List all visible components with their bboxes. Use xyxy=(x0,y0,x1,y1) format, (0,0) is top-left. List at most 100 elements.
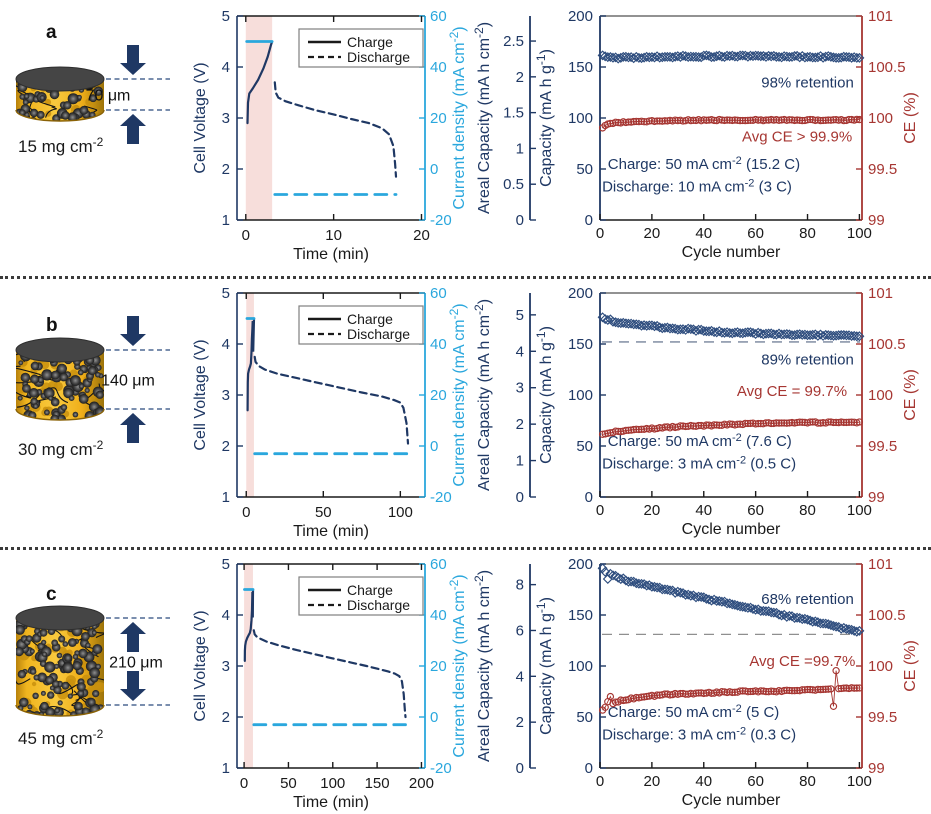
svg-text:-20: -20 xyxy=(430,489,452,506)
mass-loading-label: 45 mg cm-2 xyxy=(18,727,104,748)
svg-text:0.5: 0.5 xyxy=(503,176,524,193)
svg-text:60: 60 xyxy=(430,8,447,25)
annotation-navy: Discharge: 10 mA cm-2 (3 C) xyxy=(602,177,792,195)
svg-text:4: 4 xyxy=(222,336,230,353)
svg-text:200: 200 xyxy=(568,8,593,25)
svg-text:1: 1 xyxy=(516,453,524,470)
svg-text:3: 3 xyxy=(222,387,230,404)
legend-charge-label: Charge xyxy=(347,34,393,50)
svg-text:60: 60 xyxy=(747,225,764,242)
charge-step-shading xyxy=(246,293,254,497)
svg-text:60: 60 xyxy=(747,773,764,790)
electrode-schematic-b: 140 μm 30 mg cm-2 xyxy=(15,316,170,459)
svg-text:99.5: 99.5 xyxy=(868,709,897,726)
ce-axis-label: CE (%) xyxy=(902,92,919,144)
svg-text:20: 20 xyxy=(644,773,661,790)
row-separator-1 xyxy=(0,276,931,279)
svg-text:20: 20 xyxy=(413,227,430,244)
svg-text:0: 0 xyxy=(596,502,604,519)
cycle-axis-label: Cycle number xyxy=(682,521,781,538)
electrode-top-face xyxy=(15,66,105,92)
svg-text:100: 100 xyxy=(568,658,593,675)
svg-text:100: 100 xyxy=(847,773,872,790)
svg-text:99: 99 xyxy=(868,489,885,506)
cycle-axis-label: Cycle number xyxy=(682,792,781,809)
svg-text:50: 50 xyxy=(315,504,332,521)
electrode-top-face xyxy=(15,337,105,363)
annotation-red: Avg CE = 99.7% xyxy=(737,383,847,400)
svg-text:2.5: 2.5 xyxy=(503,33,524,50)
panel-b: 140 μm 30 mg cm-2 1 2 3 4 5 -20 0 20 40 60 0 50 100 Cel… xyxy=(0,277,931,548)
areal-capacity-axis-label: Areal Capacity (mA h cm-2) xyxy=(472,22,493,214)
svg-text:20: 20 xyxy=(644,502,661,519)
svg-text:200: 200 xyxy=(409,775,434,792)
panel-a: 70 μm 15 mg cm-2 1 2 3 4 5 -20 0 20 40 60 0 10 20 Cell … xyxy=(0,0,931,277)
charge-voltage-curve xyxy=(243,588,255,662)
svg-text:150: 150 xyxy=(568,59,593,76)
areal-capacity-axis: 0 1 2 3 4 5 Areal Capacity (mA h cm-2) xyxy=(472,293,536,506)
row-separator-2 xyxy=(0,547,931,550)
svg-text:0: 0 xyxy=(430,438,438,455)
time-axis-label: Time (min) xyxy=(293,246,369,263)
current-axis-label: Current density (mA cm-2) xyxy=(447,26,468,209)
svg-text:0: 0 xyxy=(596,225,604,242)
svg-text:100: 100 xyxy=(388,504,413,521)
capacity-axis-label: Capacity (mA h g-1) xyxy=(534,326,555,464)
capacity-series xyxy=(597,563,865,637)
svg-text:20: 20 xyxy=(430,387,447,404)
svg-text:5: 5 xyxy=(222,285,230,302)
coulombic-efficiency-series xyxy=(598,418,864,438)
svg-text:100: 100 xyxy=(868,658,893,675)
svg-text:40: 40 xyxy=(430,607,447,624)
svg-text:2: 2 xyxy=(222,438,230,455)
electrode-schematic-c: 210 μm 45 mg cm-2 xyxy=(15,605,170,748)
time-axis-label: Time (min) xyxy=(293,794,369,811)
svg-text:99: 99 xyxy=(868,760,885,777)
svg-text:0: 0 xyxy=(585,760,593,777)
areal-capacity-axis: 0 2 4 6 8 Areal Capacity (mA h cm-2) xyxy=(472,564,536,777)
panel-label-c: c xyxy=(46,584,57,605)
svg-text:99.5: 99.5 xyxy=(868,438,897,455)
thickness-label: 210 μm xyxy=(109,655,163,672)
svg-text:0: 0 xyxy=(516,212,524,229)
svg-text:0: 0 xyxy=(242,227,250,244)
annotation-navy: 89% retention xyxy=(761,351,854,368)
annotation-navy: Charge: 50 mA cm-2 (15.2 C) xyxy=(608,155,800,173)
svg-text:1: 1 xyxy=(516,140,524,157)
legend-charge-label: Charge xyxy=(347,311,393,327)
svg-text:150: 150 xyxy=(365,775,390,792)
arrow-down-icon xyxy=(120,45,146,75)
svg-text:60: 60 xyxy=(747,502,764,519)
ce-axis-label: CE (%) xyxy=(902,640,919,692)
svg-text:100: 100 xyxy=(868,110,893,127)
panel-label-a: a xyxy=(46,22,57,43)
svg-text:10: 10 xyxy=(325,227,342,244)
svg-text:100: 100 xyxy=(868,387,893,404)
svg-text:100: 100 xyxy=(568,387,593,404)
svg-text:0: 0 xyxy=(585,212,593,229)
svg-text:-20: -20 xyxy=(430,760,452,777)
svg-text:4: 4 xyxy=(516,343,524,360)
voltage-axis-label: Cell Voltage (V) xyxy=(192,339,209,450)
current-axis-label: Current density (mA cm-2) xyxy=(447,574,468,757)
svg-text:0: 0 xyxy=(516,760,524,777)
mass-loading-label: 30 mg cm-2 xyxy=(18,438,104,459)
svg-text:100: 100 xyxy=(320,775,345,792)
svg-text:50: 50 xyxy=(576,709,593,726)
svg-text:40: 40 xyxy=(430,336,447,353)
svg-text:0: 0 xyxy=(240,775,248,792)
voltage-chart-c: 1 2 3 4 5 -20 0 20 40 60 0 50 100 150 200 Cell Voltage … xyxy=(192,556,468,811)
svg-text:100.5: 100.5 xyxy=(868,607,906,624)
svg-text:101: 101 xyxy=(868,8,893,25)
thickness-label: 140 μm xyxy=(101,373,155,390)
panel-c: 210 μm 45 mg cm-2 1 2 3 4 5 -20 0 20 40 60 0 50 100 150… xyxy=(0,548,931,814)
coulombic-efficiency-series xyxy=(598,115,864,132)
legend-discharge-label: Discharge xyxy=(347,326,410,342)
svg-text:100.5: 100.5 xyxy=(868,336,906,353)
legend-charge-label: Charge xyxy=(347,582,393,598)
capacity-axis-label: Capacity (mA h g-1) xyxy=(534,597,555,735)
svg-text:2: 2 xyxy=(516,714,524,731)
